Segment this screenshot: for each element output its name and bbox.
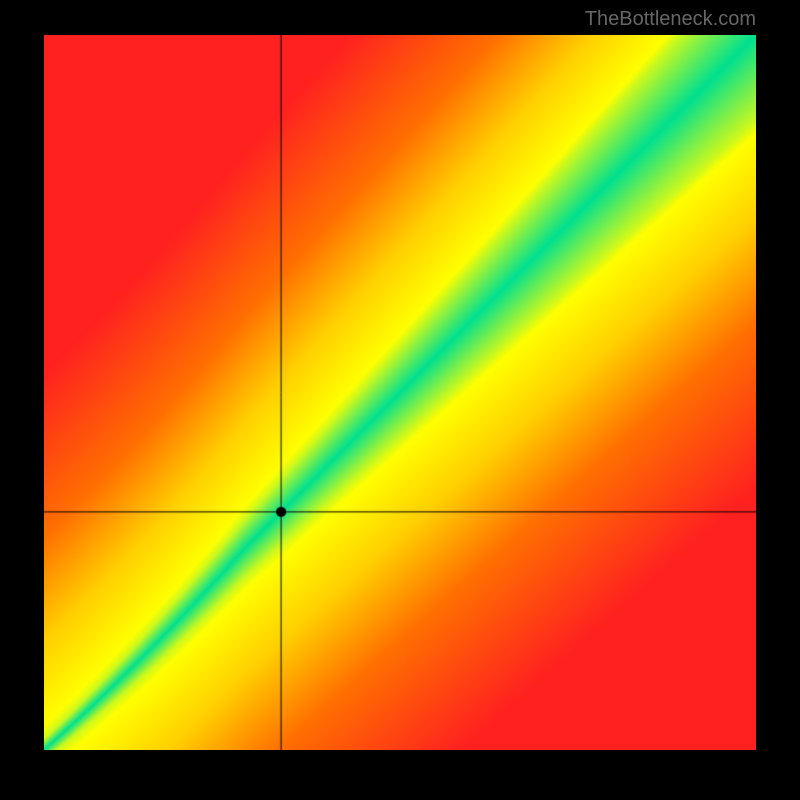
plot-area xyxy=(44,35,756,750)
heatmap-canvas xyxy=(44,35,756,750)
watermark-text: TheBottleneck.com xyxy=(585,8,756,31)
